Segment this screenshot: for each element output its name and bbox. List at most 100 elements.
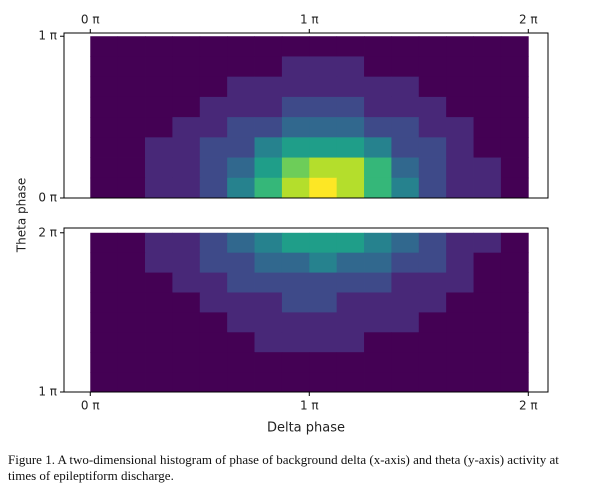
hex-cell [117, 56, 146, 78]
hex-cell [364, 352, 392, 373]
hex-cell [473, 56, 502, 78]
hex-cell [227, 76, 255, 98]
hex-cell [391, 137, 420, 158]
hex-cell [500, 117, 529, 138]
y-axis-label: Theta phase [15, 178, 29, 253]
hex-cell [117, 36, 146, 57]
hex-cell [172, 137, 201, 158]
hex-cell [364, 177, 392, 199]
hex-cell [446, 157, 474, 179]
hex-cell [418, 372, 447, 393]
hex-cell [172, 252, 201, 273]
hex-cell [336, 272, 365, 293]
hex-cell [117, 177, 146, 199]
hex-cell [473, 96, 502, 118]
hex-cell [391, 56, 420, 78]
hex-cell [145, 177, 173, 199]
hex-cell [309, 117, 338, 138]
hex-cell [281, 252, 310, 273]
hex-cell [199, 177, 228, 199]
hex-cell [473, 177, 502, 199]
hex-cell [281, 232, 310, 254]
hex-cell [364, 56, 392, 78]
hex-cell [145, 252, 173, 273]
hex-cell [336, 312, 365, 333]
hex-cell [281, 157, 310, 179]
hex-cell [90, 232, 119, 254]
hex-cell [227, 157, 255, 179]
hex-cell [90, 332, 119, 353]
hex-cell [336, 177, 365, 199]
hex-cell [199, 352, 228, 373]
hex-cell [391, 36, 420, 57]
hex-cell [364, 292, 392, 313]
hex-cell [117, 232, 146, 254]
hex-cell [500, 292, 529, 313]
hex-cell [145, 352, 173, 373]
hex-cell [227, 372, 255, 393]
hex-cell [117, 332, 146, 353]
hex-cell [364, 96, 392, 118]
hex-cell [199, 272, 228, 293]
hex-cell [391, 372, 420, 393]
hex-cell [227, 312, 255, 333]
hex-cell [364, 332, 392, 353]
y-tick-label: 1 π [38, 385, 57, 399]
hex-cell [473, 157, 502, 179]
hex-cell [90, 252, 119, 273]
hex-cell [90, 292, 119, 313]
hex-cell [500, 272, 529, 293]
hex-cell [281, 372, 310, 393]
hex-cell [199, 312, 228, 333]
hex-cell [336, 252, 365, 273]
hex-cell [418, 352, 447, 373]
hex-cell [145, 56, 173, 78]
hex-cell [254, 96, 283, 118]
x-tick-label: 0 π [81, 13, 100, 27]
hex-cell [172, 36, 201, 57]
hex-cell [473, 76, 502, 98]
hex-cell [446, 177, 474, 199]
hex-cell [199, 96, 228, 118]
hex-cell [227, 36, 255, 57]
chart: Theta phase 0 π 1 π 0 π 1 π 2 π 1 π 2 π 0 π 1 π 2… [15, 13, 549, 436]
hex-cell [172, 56, 201, 78]
hex-cell [418, 157, 447, 179]
hex-cell [364, 157, 392, 179]
hex-cell [500, 137, 529, 158]
hex-cell [117, 252, 146, 273]
hex-cell [418, 232, 447, 254]
hex-cell [336, 292, 365, 313]
hex-cell [172, 352, 201, 373]
hex-cell [500, 372, 529, 393]
hex-cell [254, 76, 283, 98]
hex-cell [117, 76, 146, 98]
hex-cell [446, 372, 474, 393]
hex-cell [364, 117, 392, 138]
hex-cell [473, 372, 502, 393]
hex-cell [336, 232, 365, 254]
y-tick-label: 2 π [38, 225, 57, 239]
hex-cell [145, 157, 173, 179]
hex-cell [418, 137, 447, 158]
hex-cell [172, 332, 201, 353]
hex-cell [391, 312, 420, 333]
hex-cell [227, 56, 255, 78]
hex-cell [500, 96, 529, 118]
hex-cell [145, 117, 173, 138]
hex-cell [309, 137, 338, 158]
hex-cell [145, 372, 173, 393]
hex-cell [172, 372, 201, 393]
hex-cell [281, 76, 310, 98]
hex-cell [418, 36, 447, 57]
hex-cell [336, 117, 365, 138]
hex-cell [446, 272, 474, 293]
x-tick-label: 1 π [300, 13, 319, 27]
hex-cell [391, 252, 420, 273]
hex-cell [254, 117, 283, 138]
hex-cell [418, 117, 447, 138]
hex-cell [418, 272, 447, 293]
hex-cell [391, 232, 420, 254]
hex-cell [336, 157, 365, 179]
hex-cell [117, 352, 146, 373]
